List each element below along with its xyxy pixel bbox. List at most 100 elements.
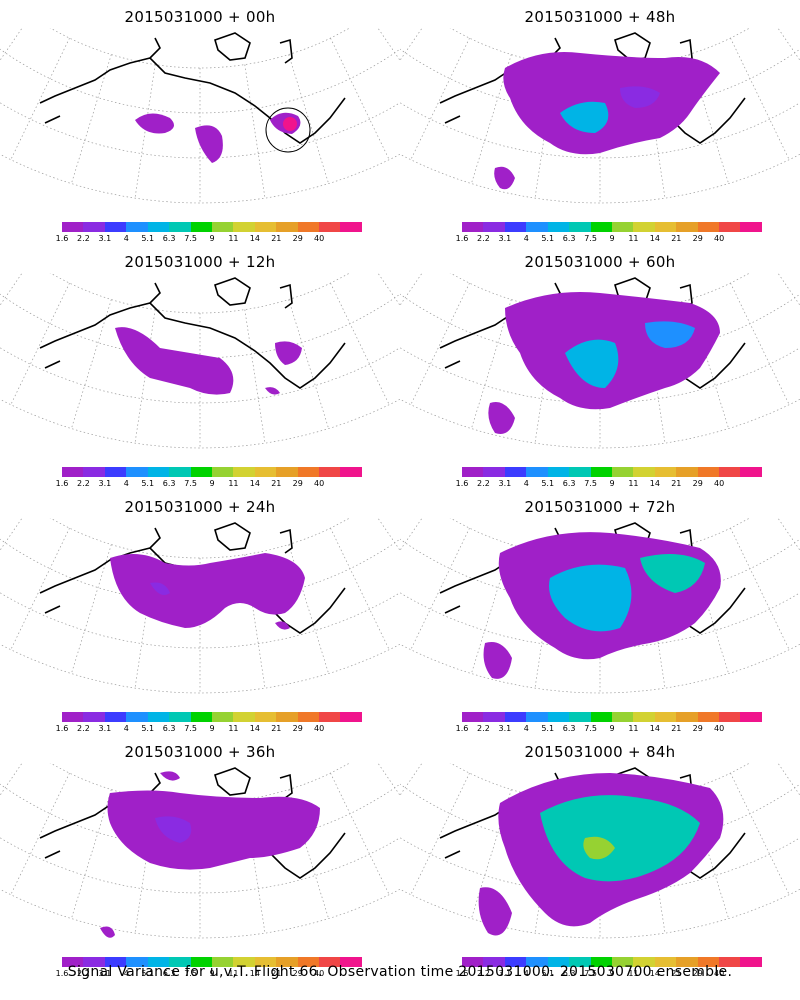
longitude-gridline bbox=[71, 544, 112, 674]
colorbar-tick-label: 6.3 bbox=[562, 969, 576, 978]
colorbar-swatch bbox=[526, 467, 548, 477]
colorbar-swatch bbox=[654, 467, 677, 477]
longitude-gridline bbox=[410, 772, 470, 895]
colorbar-tick-label: 2.2 bbox=[77, 479, 90, 488]
colorbar-tick-label: 3.1 bbox=[498, 724, 512, 733]
longitude-gridline bbox=[134, 799, 156, 934]
colorbar bbox=[62, 467, 362, 477]
longitude-gridline bbox=[471, 299, 512, 429]
longitude-gridline bbox=[244, 309, 266, 444]
colorbar-tick-label: 9 bbox=[209, 724, 215, 733]
colorbar-tick-label: 11 bbox=[628, 479, 639, 488]
colorbar-swatch bbox=[233, 222, 255, 232]
colorbar-tick-label: 4 bbox=[123, 479, 129, 488]
colorbar-tick-label: 7.5 bbox=[184, 234, 197, 243]
colorbar-tick-label: 11 bbox=[228, 724, 239, 733]
colorbar-swatch bbox=[526, 957, 548, 967]
longitude-gridline bbox=[534, 309, 556, 444]
colorbar-tick-label: 9 bbox=[609, 724, 615, 733]
latitude-gridline bbox=[400, 48, 800, 114]
colorbar-swatch bbox=[190, 222, 212, 232]
variance-blobs bbox=[478, 773, 724, 936]
colorbar-swatch bbox=[319, 712, 341, 722]
colorbar-swatch bbox=[526, 222, 548, 232]
colorbar-tick-label: 7.5 bbox=[584, 969, 597, 978]
longitude-gridline bbox=[777, 28, 800, 61]
panel-00h: 2015031000 + 00h 1.6 2.2 3.1 4 5.1 6.3 7.5 9 11 1… bbox=[0, 0, 400, 245]
colorbar-tick-label: 4 bbox=[123, 234, 129, 243]
colorbar-tick-label: 40 bbox=[714, 969, 725, 978]
colorbar bbox=[62, 712, 362, 722]
colorbar-tick-label: 2.2 bbox=[477, 724, 490, 733]
colorbar-tick-label: 14 bbox=[649, 479, 660, 488]
colorbar-tick-label: 29 bbox=[292, 234, 303, 243]
longitude-gridline bbox=[471, 54, 512, 184]
colorbar-swatch bbox=[62, 957, 84, 967]
colorbar-tick-label: 7.5 bbox=[184, 479, 197, 488]
longitude-gridline bbox=[377, 763, 400, 796]
colorbar-swatch bbox=[147, 712, 170, 722]
panel-60h: 2015031000 + 60h 1.6 2.2 3.1 4 5.1 6.3 7.5 9 11 1… bbox=[400, 245, 800, 490]
colorbar-swatch bbox=[62, 712, 84, 722]
colorbar-swatch bbox=[254, 957, 277, 967]
colorbar-ticks: 1.6 2.2 3.1 4 5.1 6.3 7.5 9 11 14 21 29 40 bbox=[55, 479, 370, 489]
colorbar-swatch bbox=[590, 222, 612, 232]
latitude-gridline bbox=[400, 293, 800, 359]
colorbar-swatch bbox=[297, 467, 320, 477]
latitude-gridline bbox=[0, 592, 400, 649]
colorbar-tick-label: 40 bbox=[714, 724, 725, 733]
longitude-gridline bbox=[134, 64, 156, 199]
colorbar-swatch bbox=[590, 467, 612, 477]
colorbar-tick-label: 4 bbox=[523, 479, 529, 488]
colorbar-tick-label: 29 bbox=[692, 724, 703, 733]
colorbar-swatch bbox=[740, 222, 762, 232]
colorbar-swatch bbox=[83, 957, 105, 967]
colorbar-tick-label: 1.6 bbox=[455, 724, 469, 733]
longitude-gridline bbox=[71, 789, 112, 919]
colorbar-tick-label: 5.1 bbox=[141, 724, 155, 733]
colorbar-tick-label: 40 bbox=[314, 234, 325, 243]
longitude-gridline bbox=[400, 273, 423, 306]
variance-blobs bbox=[494, 52, 720, 190]
colorbar-swatch bbox=[319, 222, 341, 232]
colorbar-tick-label: 29 bbox=[292, 969, 303, 978]
colorbar-tick-label: 11 bbox=[228, 234, 239, 243]
panel-title: 2015031000 + 24h bbox=[124, 498, 276, 516]
colorbar-swatch bbox=[676, 222, 698, 232]
longitude-gridline bbox=[10, 772, 70, 895]
longitude-gridline bbox=[0, 518, 23, 551]
colorbar-swatch bbox=[611, 712, 634, 722]
colorbar-swatch bbox=[462, 222, 484, 232]
colorbar-swatch bbox=[462, 467, 484, 477]
colorbar-swatch bbox=[611, 957, 634, 967]
colorbar-swatch bbox=[633, 222, 655, 232]
colorbar-tick-label: 14 bbox=[249, 479, 260, 488]
map-24h bbox=[0, 518, 400, 694]
colorbar-tick-label: 6.3 bbox=[162, 234, 176, 243]
colorbar-swatch bbox=[211, 712, 234, 722]
colorbar-tick-label: 5.1 bbox=[141, 234, 155, 243]
colorbar-tick-label: 3.1 bbox=[498, 969, 512, 978]
latitude-gridline bbox=[49, 28, 351, 69]
colorbar-swatch bbox=[83, 222, 105, 232]
colorbar-swatch bbox=[340, 467, 362, 477]
colorbar-swatch bbox=[126, 712, 148, 722]
colorbar-ticks: 1.6 2.2 3.1 4 5.1 6.3 7.5 9 11 14 21 29 40 bbox=[455, 969, 770, 979]
latitude-gridline bbox=[0, 837, 400, 894]
variance-blobs bbox=[115, 327, 302, 395]
longitude-gridline bbox=[688, 299, 729, 429]
colorbar-swatch bbox=[190, 467, 212, 477]
colorbar-swatch bbox=[654, 712, 677, 722]
colorbar-swatch bbox=[483, 222, 505, 232]
colorbar bbox=[462, 712, 762, 722]
colorbar-tick-label: 6.3 bbox=[162, 969, 176, 978]
colorbar-tick-label: 29 bbox=[292, 479, 303, 488]
longitude-gridline bbox=[410, 527, 470, 650]
latitude-gridline bbox=[0, 783, 400, 849]
longitude-gridline bbox=[377, 273, 400, 306]
colorbar-swatch bbox=[633, 467, 655, 477]
colorbar-tick-label: 14 bbox=[249, 724, 260, 733]
colorbar-tick-label: 9 bbox=[609, 479, 615, 488]
colorbar-tick-label: 2.2 bbox=[77, 969, 90, 978]
longitude-gridline bbox=[534, 799, 556, 934]
